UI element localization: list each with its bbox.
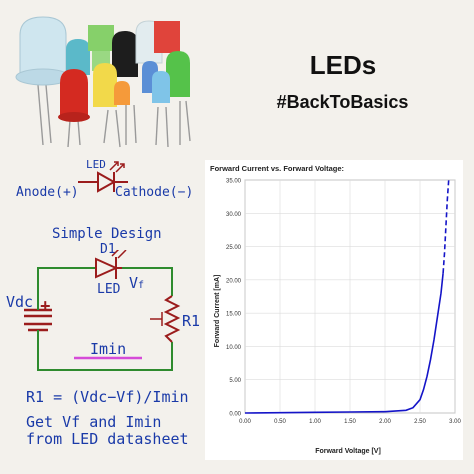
chart-y-tick-label: 30.00 bbox=[226, 212, 242, 218]
diode-triangle bbox=[97, 171, 117, 193]
chart-x-tick-label: 2.50 bbox=[414, 419, 426, 425]
diode-ref-label: D1 bbox=[100, 242, 116, 257]
resistor-formula: R1 = (Vdc−Vf)/Imin bbox=[26, 388, 189, 406]
vf-label: Vf bbox=[129, 274, 145, 292]
chart-x-tick-label: 1.00 bbox=[309, 419, 321, 425]
anode-label: Anode(+) bbox=[16, 185, 79, 200]
circuit-led-label: LED bbox=[97, 282, 121, 297]
chart-y-tick-label: 25.00 bbox=[226, 245, 242, 251]
circuit-wires bbox=[37, 267, 173, 371]
chart-x-tick-label: 0.00 bbox=[239, 419, 251, 425]
circuit-diode-icon bbox=[95, 257, 119, 279]
chart-series-line-measured bbox=[244, 273, 444, 414]
chart-series-line-extrapolated bbox=[442, 179, 450, 274]
forward-current-chart: Forward Current vs. Forward Voltage: For… bbox=[210, 164, 461, 455]
hashtag-subtitle: #BackToBasics bbox=[276, 92, 409, 112]
chart-y-tick-label: 10.00 bbox=[226, 345, 242, 351]
chart-y-tick-label: 0.00 bbox=[229, 412, 241, 418]
chart-x-axis-label: Forward Voltage [V] bbox=[315, 448, 381, 455]
emission-arrows-icon bbox=[109, 161, 125, 173]
chart-x-tick-label: 3.00 bbox=[449, 419, 461, 425]
chart-y-axis-label: Forward Current [mA] bbox=[214, 275, 221, 348]
page-title: LEDs bbox=[309, 50, 377, 80]
datasheet-note-line1: Get Vf and Imin bbox=[26, 413, 162, 431]
chart-y-tick-label: 35.00 bbox=[226, 179, 242, 185]
chart-title: Forward Current vs. Forward Voltage: bbox=[210, 164, 344, 173]
chart-y-tick-label: 5.00 bbox=[229, 378, 241, 384]
chart-x-tick-label: 2.00 bbox=[379, 419, 391, 425]
datasheet-note-line2: from LED datasheet bbox=[26, 430, 189, 448]
symbol-led-label: LED bbox=[86, 158, 106, 171]
chart-y-tick-label: 15.00 bbox=[226, 312, 242, 318]
led-photo bbox=[15, 16, 191, 148]
chart-y-tick-label: 20.00 bbox=[226, 278, 242, 284]
battery-icon bbox=[24, 306, 52, 336]
chart-x-tick-label: 1.50 bbox=[344, 419, 356, 425]
circuit-diagram bbox=[24, 250, 181, 371]
led-symbol-diagram bbox=[78, 161, 128, 193]
battery-plus-sign: + bbox=[40, 296, 51, 316]
cathode-label: Cathode(−) bbox=[115, 185, 194, 200]
resistor-icon bbox=[163, 295, 181, 343]
resistor-label: R1 bbox=[182, 312, 201, 330]
chart-x-tick-label: 0.50 bbox=[274, 419, 286, 425]
vdc-label: Vdc bbox=[6, 293, 34, 311]
current-label: Imin bbox=[90, 340, 127, 358]
circuit-heading: Simple Design bbox=[52, 226, 162, 242]
